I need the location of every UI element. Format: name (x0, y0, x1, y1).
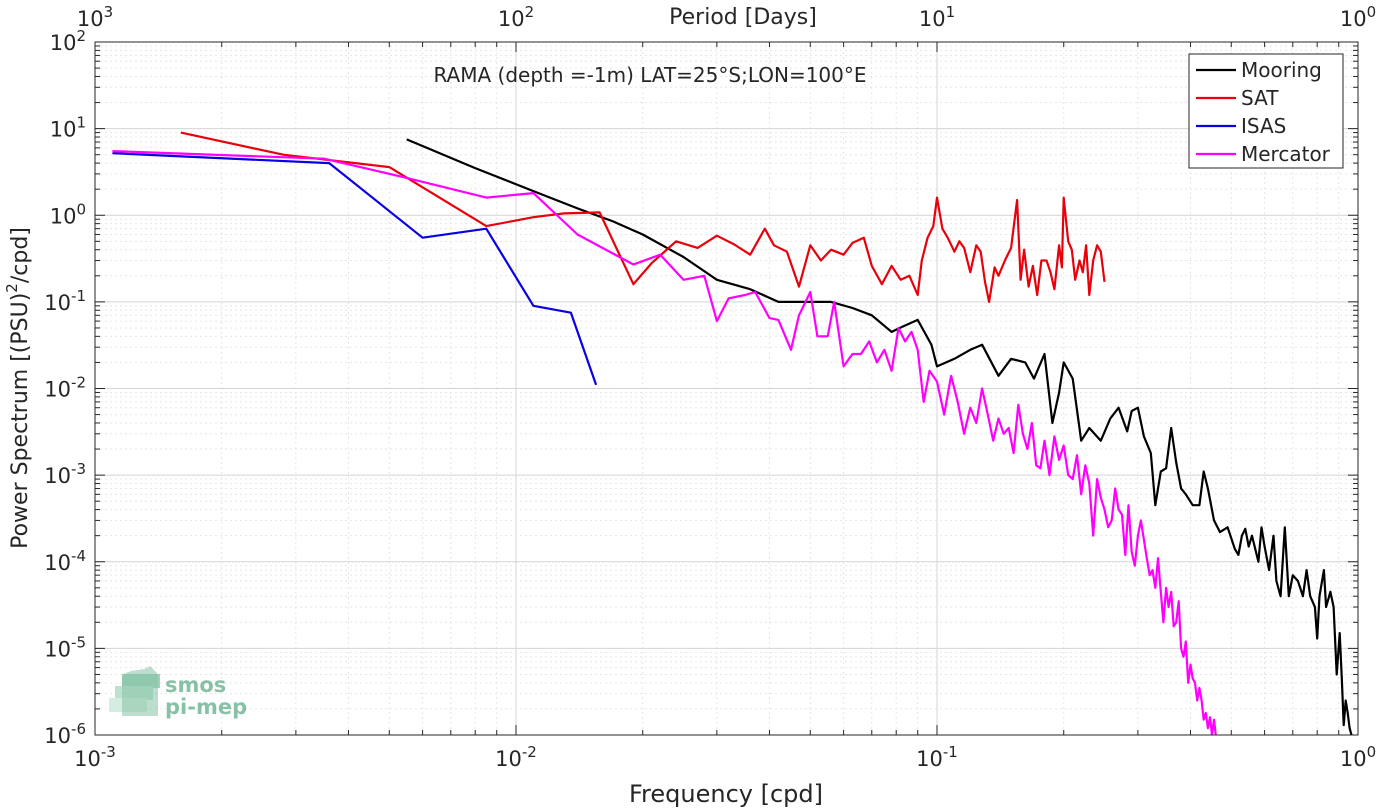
y-tick-label-exponent: 2 (76, 27, 86, 45)
legend-box (1188, 53, 1344, 169)
x-tick-label-base: 10 (74, 747, 101, 771)
y-tick-label: 10-2 (44, 374, 86, 402)
logo-text-smos: smos (165, 673, 226, 697)
y-tick-label-base: 10 (44, 464, 71, 488)
top-tick-label-exponent: 2 (525, 3, 535, 21)
x-tick-label: 10-3 (74, 743, 116, 771)
y-tick-label: 10-1 (44, 287, 86, 315)
y-tick-label-exponent: -3 (71, 460, 86, 478)
top-tick-label-exponent: 0 (1367, 3, 1377, 21)
y-tick-label: 101 (50, 114, 86, 142)
y-tick-label-exponent: -1 (71, 287, 86, 305)
x-tick-label-base: 10 (916, 747, 943, 771)
y-tick-label-exponent: -6 (71, 720, 86, 738)
top-tick-label-exponent: 1 (946, 3, 956, 21)
x-tick-label: 10-1 (916, 743, 958, 771)
y-tick-label-base: 10 (50, 31, 77, 55)
top-tick-label-exponent: 3 (104, 3, 114, 21)
logo-layer-3 (109, 698, 147, 712)
logo-wave (122, 666, 158, 716)
y-tick-label-base: 10 (44, 378, 71, 402)
legend-label-isas: ISAS (1241, 114, 1286, 138)
series-line-mooring (406, 138, 1353, 735)
y-tick-label-base: 10 (44, 291, 71, 315)
series-line-mercator (112, 150, 1217, 735)
top-tick-label: 100 (1340, 3, 1376, 31)
x-tick-label-exponent: -1 (943, 743, 958, 761)
legend: Mooring SAT ISAS Mercator (1188, 53, 1344, 169)
x-tick-label-exponent: 0 (1367, 743, 1377, 761)
y-tick-label-base: 10 (44, 724, 71, 748)
logo-text-pimep: pi-mep (165, 695, 247, 719)
top-tick-label: 102 (498, 3, 534, 31)
top-tick-label: 101 (919, 3, 955, 31)
y-tick-label-exponent: -2 (71, 374, 86, 392)
legend-label-mercator: Mercator (1241, 142, 1331, 166)
y-tick-label-exponent: -4 (71, 547, 86, 565)
y-tick-label-exponent: -5 (71, 633, 86, 651)
y-tick-label-base: 10 (44, 637, 71, 661)
y-axis-label: Power Spectrum [(PSU)2/cpd] (3, 227, 33, 549)
top-tick-label: 103 (77, 3, 113, 31)
x-tick-label-base: 10 (495, 747, 522, 771)
y-tick-label: 10-4 (44, 547, 86, 575)
y-tick-label: 10-3 (44, 460, 86, 488)
y-axis-label-tail: /cpd] (8, 227, 33, 283)
x-tick-label-exponent: -3 (101, 743, 116, 761)
ticks (94, 41, 1359, 736)
y-tick-label-base: 10 (44, 551, 71, 575)
y-tick-label-base: 10 (50, 204, 77, 228)
series-line-isas (112, 152, 598, 386)
y-tick-label: 102 (50, 27, 86, 55)
chart-title: RAMA (depth =-1m) LAT=25°S;LON=100°E (433, 63, 866, 87)
y-tick-label-exponent: 0 (76, 200, 86, 218)
series-layer (112, 131, 1353, 735)
y-axis-label-superscript: 2 (3, 283, 21, 293)
top-tick-label-base: 10 (919, 7, 946, 31)
y-tick-label-exponent: 1 (76, 114, 86, 132)
y-tick-label-base: 10 (50, 118, 77, 142)
smos-pimep-logo: smos pi-mep (109, 666, 247, 719)
x-tick-label: 100 (1340, 743, 1376, 771)
top-axis-label: Period [Days] (669, 5, 817, 30)
top-tick-label-base: 10 (498, 7, 525, 31)
x-axis-label: Frequency [cpd] (629, 780, 823, 808)
legend-label-sat: SAT (1241, 86, 1279, 110)
y-tick-label: 10-6 (44, 720, 86, 748)
x-tick-label: 10-2 (495, 743, 537, 771)
y-tick-label: 100 (50, 200, 86, 228)
top-tick-label-base: 10 (1340, 7, 1367, 31)
legend-label-mooring: Mooring (1241, 58, 1322, 82)
x-tick-label-exponent: -2 (522, 743, 537, 761)
series-line-sat (180, 131, 1106, 303)
x-tick-label-base: 10 (1340, 747, 1367, 771)
top-tick-label-base: 10 (77, 7, 104, 31)
logo-layer-1 (122, 674, 160, 688)
y-tick-label: 10-5 (44, 633, 86, 661)
y-axis-label-main: Power Spectrum [(PSU) (8, 293, 33, 549)
logo-layer-2 (115, 686, 153, 700)
